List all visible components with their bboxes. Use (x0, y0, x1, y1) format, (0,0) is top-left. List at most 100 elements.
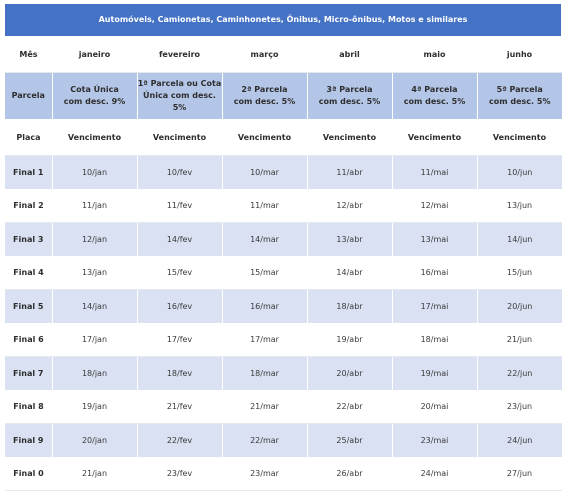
due-date-cell: 17/jan (52, 323, 137, 357)
due-date-cell: 12/abr (307, 189, 392, 223)
due-date-cell: 13/jun (477, 189, 562, 223)
due-date-cell: 11/fev (137, 189, 222, 223)
due-date-cell: 19/abr (307, 323, 392, 357)
due-date-cell: 17/fev (137, 323, 222, 357)
due-date-cell: 12/mai (392, 189, 477, 223)
due-date-cell: 25/abr (306, 423, 392, 457)
due-date-cell: 21/mar (222, 390, 307, 424)
placa-header-row: Placa Vencimento Vencimento Vencimento V… (5, 119, 562, 156)
due-date-cell: 10/jun (476, 155, 562, 189)
due-date-cell: 14/mar (221, 222, 307, 256)
table-row: Final 2 11/jan 11/fev 11/mar 12/abr 12/mai 13/… (5, 189, 562, 223)
parcela-cell: 2ª Parcela com desc. 5% (221, 72, 307, 119)
vencimento-header: Vencimento (307, 119, 392, 156)
due-date-cell: 23/mai (391, 423, 477, 457)
table-title: Automóveis, Camionetas, Caminhonetes, Ôn… (5, 4, 561, 36)
due-date-cell: 18/abr (306, 289, 392, 323)
table-row: Final 8 19/jan 21/fev 21/mar 22/abr 20/mai 23/… (5, 390, 562, 424)
parcela-row: Parcela Cota Única com desc. 9% 1ª Parcel… (5, 72, 562, 119)
table-row: Final 1 10/jan 10/fev 10/mar 11/abr 11/mai 10/… (5, 155, 562, 189)
table-row: Final 0 21/jan 23/fev 23/mar 26/abr 24/mai 27/… (5, 457, 562, 491)
due-date-cell: 15/jun (477, 256, 562, 290)
plate-final: Final 9 (5, 423, 52, 457)
table-row: Final 3 12/jan 14/fev 14/mar 13/abr 13/mai 14/… (5, 222, 562, 256)
plate-final: Final 4 (5, 256, 52, 290)
plate-final: Final 5 (5, 289, 52, 323)
due-date-cell: 14/jan (51, 289, 137, 323)
vencimento-header: Vencimento (137, 119, 222, 156)
due-date-cell: 21/fev (137, 390, 222, 424)
due-date-cell: 23/jun (477, 390, 562, 424)
due-date-cell: 14/jun (476, 222, 562, 256)
due-date-cell: 12/jan (51, 222, 137, 256)
due-date-cell: 18/fev (136, 356, 222, 390)
due-date-cell: 18/mar (221, 356, 307, 390)
table-row: Final 5 14/jan 16/fev 16/mar 18/abr 17/mai 20/… (5, 289, 562, 323)
due-date-cell: 20/mai (392, 390, 477, 424)
plate-final: Final 1 (5, 155, 52, 189)
due-date-cell: 24/jun (476, 423, 562, 457)
due-date-cell: 21/jan (52, 457, 137, 491)
due-date-cell: 22/fev (136, 423, 222, 457)
placa-label: Placa (5, 119, 52, 156)
due-date-cell: 10/jan (51, 155, 137, 189)
plate-final: Final 2 (5, 189, 52, 223)
due-date-cell: 19/jan (52, 390, 137, 424)
due-date-cell: 15/mar (222, 256, 307, 290)
plate-final: Final 6 (5, 323, 52, 357)
table-row: Final 7 18/jan 18/fev 18/mar 20/abr 19/mai 22/… (5, 356, 562, 390)
due-date-cell: 17/mai (391, 289, 477, 323)
due-date-cell: 23/fev (137, 457, 222, 491)
month-header: janeiro (52, 36, 137, 73)
table-row: Final 6 17/jan 17/fev 17/mar 19/abr 18/mai 21/… (5, 323, 562, 357)
due-date-cell: 13/mai (391, 222, 477, 256)
vencimento-header: Vencimento (52, 119, 137, 156)
plate-final: Final 8 (5, 390, 52, 424)
due-date-cell: 20/jan (51, 423, 137, 457)
month-header: fevereiro (137, 36, 222, 73)
parcela-cell: 1ª Parcela ou Cota Única com desc. 5% (136, 72, 222, 119)
due-date-cell: 11/mar (222, 189, 307, 223)
parcela-cell: 5ª Parcela com desc. 5% (476, 72, 562, 119)
due-date-cell: 10/fev (136, 155, 222, 189)
vencimento-header: Vencimento (477, 119, 562, 156)
due-date-cell: 19/mai (391, 356, 477, 390)
due-date-cell: 13/jan (52, 256, 137, 290)
month-header: junho (477, 36, 562, 73)
due-date-cell: 21/jun (477, 323, 562, 357)
vencimento-header: Vencimento (222, 119, 307, 156)
month-header: abril (307, 36, 392, 73)
plate-final: Final 0 (5, 457, 52, 491)
due-date-cell: 26/abr (307, 457, 392, 491)
due-date-cell: 22/abr (307, 390, 392, 424)
due-date-cell: 17/mar (222, 323, 307, 357)
due-date-cell: 10/mar (221, 155, 307, 189)
due-date-cell: 11/mai (391, 155, 477, 189)
parcela-cell: 4ª Parcela com desc. 5% (391, 72, 477, 119)
month-label: Mês (5, 36, 52, 73)
parcela-label: Parcela (5, 72, 52, 119)
due-date-cell: 27/jun (477, 457, 562, 491)
due-date-cell: 14/abr (307, 256, 392, 290)
parcela-cell: 3ª Parcela com desc. 5% (306, 72, 392, 119)
due-date-cell: 15/fev (137, 256, 222, 290)
due-date-cell: 20/jun (476, 289, 562, 323)
table-row: Final 4 13/jan 15/fev 15/mar 14/abr 16/mai 15/… (5, 256, 562, 290)
plate-final: Final 7 (5, 356, 52, 390)
month-header-row: Mês janeiro fevereiro março abril maio j… (5, 36, 562, 73)
due-date-cell: 18/jan (51, 356, 137, 390)
month-header: maio (392, 36, 477, 73)
plate-final: Final 3 (5, 222, 52, 256)
due-date-cell: 23/mar (222, 457, 307, 491)
due-date-cell: 13/abr (306, 222, 392, 256)
due-date-cell: 20/abr (306, 356, 392, 390)
due-date-cell: 16/fev (136, 289, 222, 323)
due-date-cell: 11/jan (52, 189, 137, 223)
month-header: março (222, 36, 307, 73)
ipva-calendar: Automóveis, Camionetas, Caminhonetes, Ôn… (5, 0, 562, 491)
parcela-cell: Cota Única com desc. 9% (51, 72, 137, 119)
due-date-cell: 18/mai (392, 323, 477, 357)
table-row: Final 9 20/jan 22/fev 22/mar 25/abr 23/mai 24/… (5, 423, 562, 457)
due-date-cell: 16/mar (221, 289, 307, 323)
due-date-cell: 14/fev (136, 222, 222, 256)
